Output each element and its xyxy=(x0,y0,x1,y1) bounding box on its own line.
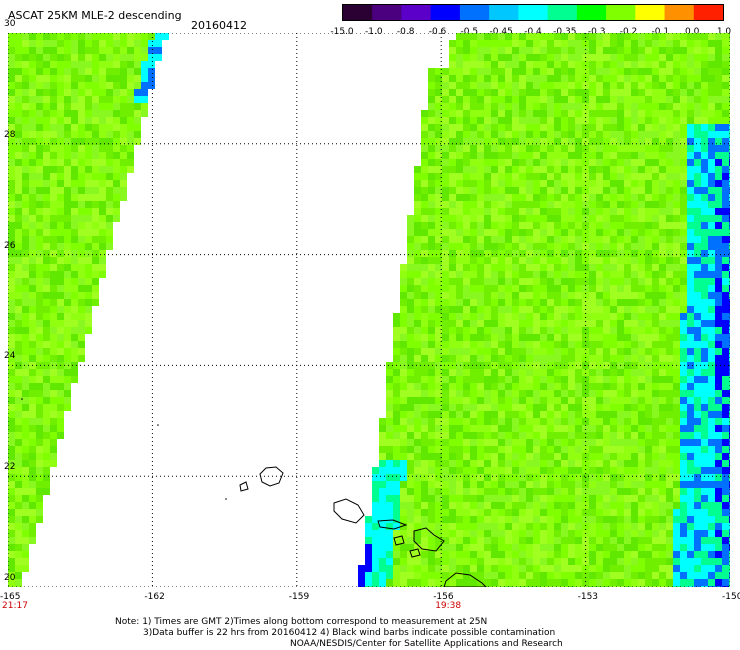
colorbar-label: -15.0 xyxy=(330,27,354,37)
colorbar-label: -0.5 xyxy=(460,27,479,37)
colorbar-label: -0.3 xyxy=(587,27,606,37)
colorbar-segment xyxy=(459,5,490,20)
colorbar-segment xyxy=(606,5,636,20)
colorbar-label: -0.8 xyxy=(396,27,415,37)
y-tick-label: 22 xyxy=(4,462,16,473)
time-label: 21:17 xyxy=(2,601,28,611)
footer-note-2: 3)Data buffer is 22 hrs from 20160412 4)… xyxy=(143,628,556,638)
colorbar-label: -1.0 xyxy=(365,27,383,37)
colorbar-segment xyxy=(576,5,607,20)
island-hawaii xyxy=(443,572,487,587)
gridlines xyxy=(8,33,730,587)
colorbar-label: 0.0 xyxy=(684,27,700,37)
colorbar xyxy=(342,4,724,21)
island-molokai xyxy=(377,519,408,530)
colorbar-label: -0.6 xyxy=(428,27,447,37)
island-oahu xyxy=(333,498,365,524)
colorbar-label: -0.35 xyxy=(553,27,577,37)
colorbar-segment xyxy=(372,5,402,20)
x-tick-label: -165 xyxy=(0,592,21,602)
colorbar-segment xyxy=(664,5,695,20)
chart-title: ASCAT 25KM MLE-2 descending xyxy=(8,9,182,22)
colorbar-label: -0.2 xyxy=(619,27,638,37)
footer-credit: NOAA/NESDIS/Center for Satellite Applica… xyxy=(290,639,563,649)
island-lanai xyxy=(393,535,405,546)
coastlines xyxy=(21,398,487,587)
colorbar-label: -0.4 xyxy=(524,27,542,37)
x-tick-label: -150 xyxy=(722,592,740,602)
map-plot xyxy=(8,33,730,587)
colorbar-label: 1.0 xyxy=(716,27,732,37)
y-tick-label: 24 xyxy=(4,351,16,362)
island-kauai xyxy=(259,466,284,487)
colorbar-segment xyxy=(343,5,373,20)
colorbar-segment xyxy=(547,5,578,20)
y-tick-label: 26 xyxy=(4,240,16,251)
time-label: 19:38 xyxy=(435,601,462,611)
island-niihau xyxy=(239,481,249,492)
chart-date: 20160412 xyxy=(191,19,247,32)
x-tick-label: -156 xyxy=(433,592,454,602)
x-tick-label: -162 xyxy=(144,592,165,602)
y-tick-label: 20 xyxy=(4,573,16,583)
x-tick-label: -159 xyxy=(288,592,310,602)
colorbar-segment xyxy=(430,5,461,20)
colorbar-segment xyxy=(401,5,432,20)
swath-layer xyxy=(8,33,730,587)
colorbar-segment xyxy=(489,5,519,20)
colorbar-segment xyxy=(693,5,723,20)
island-maui xyxy=(413,527,445,552)
x-tick-label: -153 xyxy=(577,592,599,602)
y-tick-label: 30 xyxy=(4,19,16,29)
footer-note-1: Note: 1) Times are GMT 2)Times along bot… xyxy=(115,617,488,627)
colorbar-segment xyxy=(518,5,549,20)
colorbar-label: -0.45 xyxy=(489,27,513,37)
y-tick-label: 28 xyxy=(4,129,16,140)
island-kahoolawe xyxy=(409,548,421,558)
colorbar-segment xyxy=(635,5,666,20)
colorbar-label: -0.1 xyxy=(651,27,670,37)
